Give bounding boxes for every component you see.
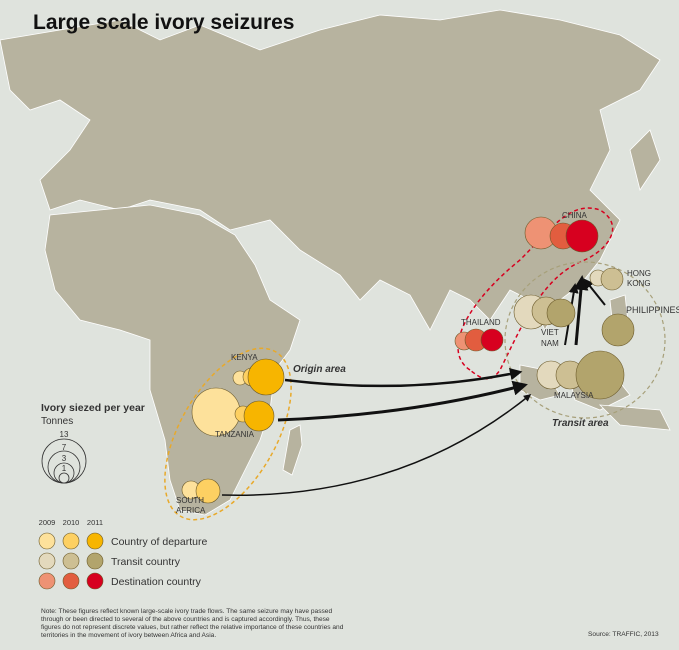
color-legend-swatches: [38, 532, 104, 590]
legend-transit: Transit country: [111, 556, 181, 568]
swatch-destination-2011: [86, 572, 104, 590]
legend-departure: Country of departure: [111, 536, 207, 548]
arrow-kenya: [284, 367, 523, 388]
label-china: CHINA: [562, 211, 588, 220]
trade-flow-arrows: [221, 275, 606, 496]
bubble-tanzania-2009: [191, 387, 241, 437]
bubble-kenya-2011: [247, 358, 285, 396]
arrow-tanzania: [277, 380, 528, 422]
size-legend-circles: [41, 438, 87, 484]
note-line-3: figures do not represent discrete values…: [41, 624, 344, 631]
label-kong: KONG: [627, 279, 651, 288]
map-title: Large scale ivory seizures: [33, 11, 295, 34]
bubble-hong-kong-2010: [600, 267, 624, 291]
bubble-tanzania-2011: [243, 400, 275, 432]
size-legend-unit: Tonnes: [41, 416, 73, 427]
label-thailand: THAILAND: [461, 318, 501, 327]
swatch-transit-2011: [86, 552, 104, 570]
note: Note: These figures reflect known large-…: [41, 608, 344, 639]
swatch-transit-2009: [38, 552, 56, 570]
bubble-viet-nam-2011: [546, 298, 576, 328]
bubble-china-2011: [565, 219, 599, 253]
note-line-2: through or been directed to several of t…: [41, 616, 330, 623]
swatch-destination-2010: [62, 572, 80, 590]
source: Source: TRAFFIC, 2013: [588, 631, 659, 638]
label-tanzania: TANZANIA: [215, 430, 255, 439]
swatch-departure-2010: [62, 532, 80, 550]
transit-area-label: Transit area: [552, 418, 609, 429]
transit-area-outline: [504, 261, 666, 419]
note-line-1: Note: These figures reflect known large-…: [41, 608, 332, 615]
bubble-malaysia-2011: [575, 350, 625, 400]
swatch-transit-2010: [62, 552, 80, 570]
size-label-1: 1: [62, 464, 67, 473]
size-legend-title: Ivory siezed per year: [41, 402, 145, 414]
country-labels: KENYA TANZANIA SOUTH AFRICA CHINA THAILA…: [176, 211, 679, 515]
label-nam: NAM: [541, 339, 559, 348]
label-hong: HONG: [627, 269, 651, 278]
bubble-thailand-2011: [480, 328, 504, 352]
size-label-3: 3: [62, 454, 67, 463]
origin-area-outline: [164, 347, 292, 521]
year-2009: 2009: [39, 518, 56, 527]
label-philippines: PHILIPPINES: [626, 305, 679, 315]
swatch-departure-2009: [38, 532, 56, 550]
arrow-to-china-1: [573, 275, 589, 346]
year-2011: 2011: [87, 518, 103, 527]
label-viet: VIET: [541, 328, 559, 337]
note-line-4: territories in the movement of ivory bet…: [41, 632, 216, 639]
origin-area-label: Origin area: [293, 364, 346, 375]
arrow-to-china-2: [583, 278, 606, 306]
arrow-south-africa: [221, 394, 532, 496]
size-label-7: 7: [62, 443, 67, 452]
label-africa: AFRICA: [176, 506, 206, 515]
label-kenya: KENYA: [231, 353, 258, 362]
bubble-philippines-2011: [601, 313, 635, 347]
label-south: SOUTH: [176, 496, 204, 505]
legend-destination: Destination country: [111, 576, 202, 588]
year-2010: 2010: [63, 518, 80, 527]
bubble-south-africa-2010: [195, 478, 221, 504]
size-label-13: 13: [60, 430, 69, 439]
label-malaysia: MALAYSIA: [554, 391, 594, 400]
swatch-departure-2011: [86, 532, 104, 550]
seizure-bubbles: [181, 216, 635, 504]
size-circle-1: [58, 472, 70, 484]
swatch-destination-2009: [38, 572, 56, 590]
